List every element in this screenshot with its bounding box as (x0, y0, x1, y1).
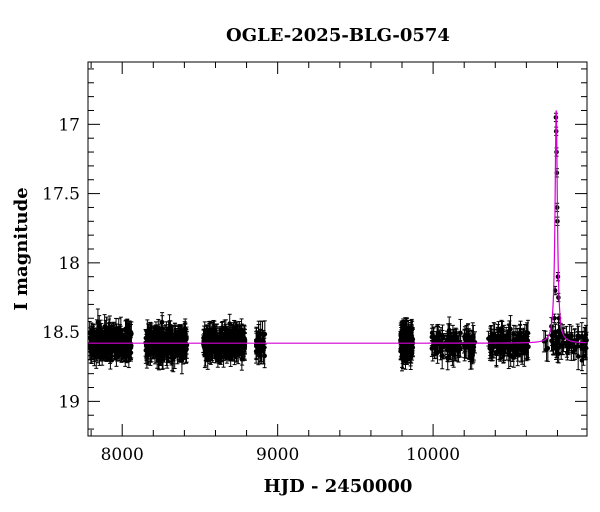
data-point (262, 331, 268, 337)
chart-title: OGLE-2025-BLG-0574 (226, 25, 450, 46)
data-point (222, 337, 227, 343)
data-point (211, 335, 217, 341)
data-point (227, 321, 232, 326)
data-point (544, 347, 549, 352)
data-point (128, 350, 134, 356)
data-point (171, 345, 177, 351)
data-point (109, 334, 115, 340)
data-point (514, 343, 519, 348)
data-point (123, 326, 128, 332)
data-point (520, 336, 526, 342)
data-point (208, 343, 214, 349)
data-point (491, 343, 497, 349)
data-point (524, 329, 530, 335)
data-points-layer (87, 112, 589, 375)
data-point (510, 347, 515, 353)
data-point (177, 345, 182, 351)
data-point (403, 336, 409, 342)
data-point (506, 352, 512, 358)
data-point (450, 350, 455, 355)
data-point (471, 334, 476, 340)
data-point (222, 326, 227, 332)
data-point (504, 344, 510, 350)
data-point (499, 343, 505, 348)
data-point (553, 346, 559, 351)
data-point (99, 349, 105, 354)
data-point (92, 335, 98, 341)
data-point (231, 346, 237, 351)
data-point (152, 336, 158, 342)
data-point (409, 350, 415, 356)
data-point (495, 335, 501, 341)
data-point (449, 338, 455, 343)
data-point (149, 342, 155, 348)
data-point (237, 335, 243, 340)
data-point (216, 346, 222, 352)
data-point (151, 332, 157, 337)
data-point (488, 343, 493, 348)
data-point (462, 336, 468, 342)
data-point (525, 344, 531, 350)
data-point (435, 330, 441, 336)
data-point (96, 344, 102, 350)
data-point (175, 331, 181, 337)
data-point (182, 345, 187, 351)
data-point (228, 355, 233, 361)
data-point (170, 355, 176, 361)
data-point (105, 336, 110, 341)
data-point (498, 338, 504, 344)
data-point (398, 331, 404, 337)
data-point (88, 336, 94, 341)
data-point (506, 331, 512, 336)
data-point (253, 349, 259, 354)
data-point (179, 332, 185, 338)
data-point (579, 358, 585, 363)
data-point (155, 344, 161, 349)
data-point (262, 353, 267, 359)
data-point (91, 349, 97, 354)
data-point (156, 357, 161, 363)
data-point (496, 328, 501, 334)
data-point (409, 329, 414, 335)
data-point (429, 346, 435, 351)
data-point (126, 346, 132, 351)
data-point (167, 332, 172, 338)
data-point (458, 330, 463, 336)
data-point (466, 338, 472, 344)
data-point (454, 348, 460, 353)
data-point (143, 343, 149, 349)
data-point (164, 344, 169, 349)
data-point (212, 345, 217, 351)
data-point (99, 334, 104, 339)
data-point (201, 334, 207, 340)
